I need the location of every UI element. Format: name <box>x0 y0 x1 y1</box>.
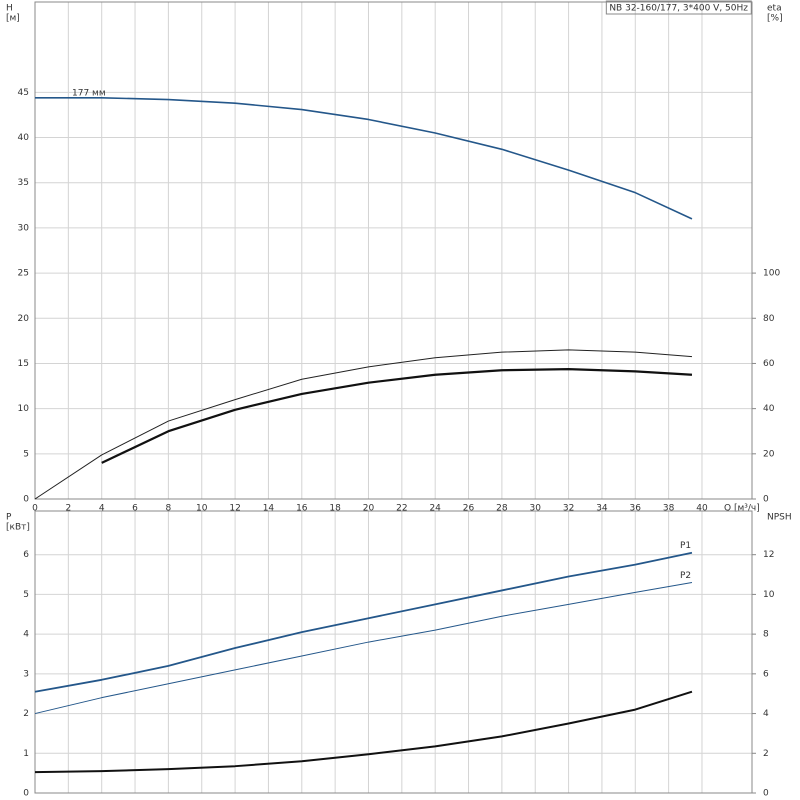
y-tick-label: 30 <box>18 223 30 233</box>
series-line <box>34 582 693 715</box>
series-line <box>34 349 693 500</box>
y2-axis-unit: [%] <box>767 14 783 24</box>
x-tick-label: 40 <box>696 504 708 514</box>
y-tick-label: 10 <box>18 404 30 414</box>
y2-tick-label: 12 <box>763 550 774 560</box>
curve-label: P1 <box>680 541 691 551</box>
x-tick-label: 12 <box>229 504 240 514</box>
y-axis-label: H <box>6 4 13 14</box>
x-tick-label: 32 <box>563 504 574 514</box>
y-tick-label: 0 <box>23 789 29 799</box>
y2-axis-label: NPSH <box>767 513 792 523</box>
series-line <box>34 551 693 693</box>
y-tick-label: 25 <box>18 269 29 279</box>
title-box <box>605 0 752 15</box>
x-tick-label: 16 <box>296 504 308 514</box>
y-tick-label: 2 <box>23 709 29 719</box>
y2-tick-label: 20 <box>763 449 775 459</box>
y-tick-label: 3 <box>23 669 29 679</box>
y-axis-label: P <box>6 513 12 523</box>
x-tick-label: 36 <box>630 504 642 514</box>
y2-tick-label: 100 <box>763 269 780 279</box>
chart-title: NB 32-160/177, 3*400 V, 50Hz <box>609 4 748 14</box>
x-tick-label: 22 <box>396 504 407 514</box>
series-line <box>34 690 693 774</box>
y-tick-label: 5 <box>23 590 29 600</box>
y-tick-label: 40 <box>18 133 30 143</box>
x-tick-label: 10 <box>196 504 208 514</box>
x-tick-label: 20 <box>363 504 375 514</box>
x-tick-label: 14 <box>263 504 275 514</box>
y-axis-unit: [кВт] <box>6 523 30 533</box>
y-tick-label: 4 <box>23 630 29 640</box>
y2-tick-label: 60 <box>763 359 775 369</box>
x-tick-label: 24 <box>429 504 441 514</box>
x-tick-label: 2 <box>65 504 71 514</box>
y2-tick-label: 40 <box>763 404 775 414</box>
y2-tick-label: 2 <box>763 749 769 759</box>
x-tick-label: 28 <box>496 504 508 514</box>
y-tick-label: 35 <box>18 178 29 188</box>
plot-frame <box>34 510 753 794</box>
x-tick-label: 6 <box>132 504 138 514</box>
y2-tick-label: 10 <box>763 590 775 600</box>
x-tick-label: 30 <box>530 504 542 514</box>
y2-tick-label: 8 <box>763 630 769 640</box>
plot-frame <box>34 1 753 500</box>
y2-tick-label: 80 <box>763 314 775 324</box>
x-tick-label: 18 <box>329 504 341 514</box>
x-axis-label: Q [м³/ч] <box>724 504 760 514</box>
x-tick-label: 26 <box>463 504 475 514</box>
y2-tick-label: 4 <box>763 709 769 719</box>
x-tick-label: 38 <box>663 504 675 514</box>
curve-label: 177 мм <box>72 88 106 98</box>
x-tick-label: 4 <box>99 504 105 514</box>
x-tick-label: 0 <box>32 504 38 514</box>
y-tick-label: 20 <box>18 314 30 324</box>
y2-tick-label: 6 <box>763 669 769 679</box>
y-tick-label: 0 <box>23 495 29 505</box>
x-tick-label: 8 <box>166 504 172 514</box>
y-tick-label: 6 <box>23 550 29 560</box>
x-tick-label: 34 <box>596 504 608 514</box>
y-tick-label: 45 <box>18 88 29 98</box>
y2-tick-label: 0 <box>763 495 769 505</box>
y-tick-label: 5 <box>23 449 29 459</box>
y2-tick-label: 0 <box>763 789 769 799</box>
series-line <box>101 368 693 464</box>
y2-axis-label: eta <box>767 4 782 14</box>
series-line <box>35 96 693 220</box>
y-tick-label: 15 <box>18 359 29 369</box>
y-axis-unit: [м] <box>6 14 20 24</box>
curve-label: P2 <box>680 571 691 581</box>
y-tick-label: 1 <box>23 749 29 759</box>
